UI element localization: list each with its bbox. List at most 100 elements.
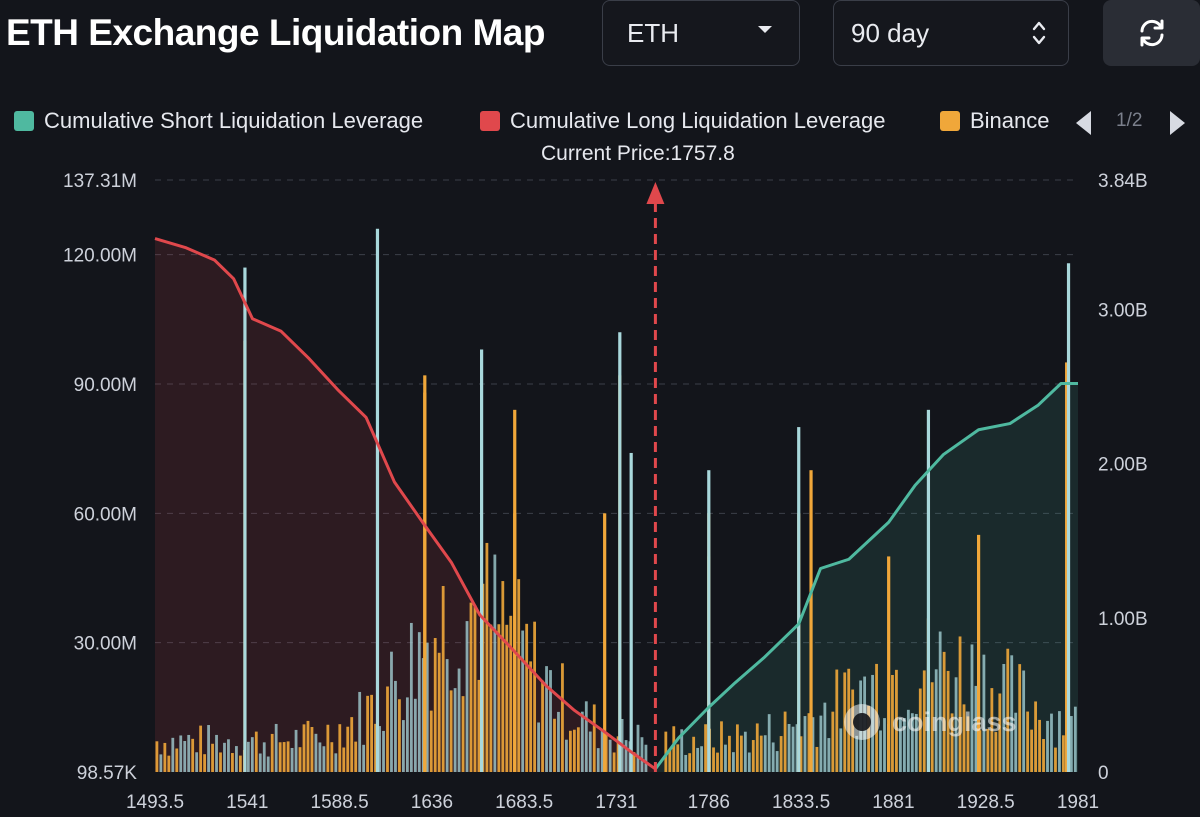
- liquidation-bar: [163, 742, 167, 772]
- liquidation-bar: [902, 718, 906, 772]
- liquidation-bar: [402, 720, 405, 772]
- liquidation-bar: [716, 752, 719, 772]
- liquidation-bar: [398, 699, 401, 772]
- peak-bar: [1066, 263, 1071, 772]
- liquidation-bar: [688, 753, 692, 772]
- right-axis-tick-label: 1.00B: [1098, 609, 1148, 630]
- liquidation-bar: [374, 723, 377, 772]
- liquidation-bar: [338, 724, 342, 772]
- liquidation-bar: [238, 755, 242, 772]
- liquidation-bar: [413, 698, 417, 772]
- x-axis-tick-label: 1928.5: [957, 792, 1015, 813]
- liquidation-bar: [171, 737, 175, 772]
- liquidation-bar: [1069, 716, 1073, 772]
- liquidation-bar: [278, 742, 282, 772]
- liquidation-bar: [759, 735, 763, 772]
- peak-bar: [707, 470, 711, 772]
- liquidation-bar: [457, 668, 461, 772]
- liquidation-bar: [982, 654, 986, 772]
- right-axis-tick-label: 3.00B: [1098, 301, 1148, 322]
- peak-bar: [618, 332, 622, 772]
- liquidation-bars: [155, 228, 1077, 772]
- binance-swatch: [940, 111, 960, 131]
- current-price-label: Current Price:1757.8: [541, 142, 735, 165]
- liquidation-bar: [676, 744, 680, 772]
- liquidation-bar: [290, 747, 294, 772]
- liquidation-bar: [342, 747, 346, 772]
- liquidation-bar: [211, 743, 214, 772]
- liquidation-bar: [437, 652, 441, 772]
- up-down-chevron-icon: [1032, 21, 1046, 45]
- liquidation-bar: [159, 754, 163, 772]
- liquidation-bar: [219, 752, 222, 772]
- liquidation-bar: [334, 753, 338, 772]
- liquidation-bar: [950, 713, 954, 772]
- legend-item-short[interactable]: Cumulative Short Liquidation Leverage: [14, 108, 423, 134]
- liquidation-bar: [461, 696, 465, 772]
- x-axis-tick-label: 1493.5: [126, 792, 184, 813]
- liquidation-bar: [895, 669, 898, 772]
- liquidation-bar: [580, 711, 584, 772]
- liquidation-bar: [938, 631, 942, 772]
- peak-bar: [797, 427, 801, 772]
- long-leverage-area: [155, 238, 656, 773]
- x-axis-tick-label: 1683.5: [495, 792, 553, 813]
- liquidation-bar: [485, 542, 489, 772]
- liquidation-bar: [696, 747, 700, 772]
- liquidation-bar: [1030, 729, 1034, 772]
- liquidation-bar: [712, 747, 715, 772]
- liquidation-bar: [1038, 719, 1041, 772]
- liquidation-bar: [930, 682, 934, 772]
- liquidation-bar: [1073, 706, 1077, 772]
- right-axis-tick-label: 2.00B: [1098, 455, 1148, 476]
- left-axis-tick-label: 120.00M: [63, 246, 137, 267]
- legend-prev-icon[interactable]: [1073, 108, 1093, 138]
- liquidation-bar: [326, 724, 330, 772]
- liquidation-bar: [1058, 711, 1061, 772]
- liquidation-bar: [839, 728, 843, 772]
- liquidation-bar: [565, 739, 568, 772]
- refresh-button[interactable]: [1103, 0, 1200, 66]
- coin-select[interactable]: ETH: [602, 0, 800, 66]
- legend-item-long[interactable]: Cumulative Long Liquidation Leverage: [480, 108, 885, 134]
- liquidation-bar: [942, 651, 946, 772]
- liquidation-bar: [1034, 701, 1037, 772]
- liquidation-bar: [879, 730, 882, 772]
- liquidation-bar: [835, 669, 839, 772]
- liquidation-bar: [596, 748, 600, 772]
- liquidation-bar: [640, 737, 644, 772]
- liquidation-bar: [775, 751, 779, 772]
- x-axis-tick-label: 1833.5: [772, 792, 830, 813]
- liquidation-bar: [739, 735, 743, 772]
- legend-item-binance[interactable]: Binance: [940, 108, 1050, 134]
- liquidation-bar: [167, 755, 171, 772]
- liquidation-bar: [473, 605, 477, 772]
- liquidation-bar: [819, 715, 823, 772]
- x-axis-tick-label: 1588.5: [311, 792, 369, 813]
- liquidation-bar: [270, 733, 274, 772]
- range-select[interactable]: 90 day: [833, 0, 1069, 66]
- liquidation-bar: [445, 659, 449, 772]
- x-axis-tick-label: 1881: [872, 792, 914, 813]
- liquidation-bar: [449, 690, 453, 772]
- liquidation-bar: [994, 732, 998, 772]
- liquidation-bar: [227, 739, 230, 772]
- liquidation-bar: [771, 742, 775, 772]
- watermark-text: coinglass: [892, 706, 1017, 737]
- liquidation-bar: [250, 737, 254, 772]
- liquidation-bar: [286, 741, 290, 772]
- liquidation-bar: [509, 615, 513, 772]
- peak-bar: [1065, 362, 1069, 772]
- liquidation-bar: [314, 733, 318, 772]
- liquidation-bar: [767, 714, 771, 772]
- liquidation-bar: [998, 693, 1002, 772]
- peak-bar: [603, 513, 607, 772]
- legend-next-icon[interactable]: [1168, 108, 1188, 138]
- liquidation-bar: [867, 705, 870, 772]
- x-axis-tick-label: 1786: [688, 792, 730, 813]
- axes: 137.31M 120.00M 90.00M 60.00M 30.00M 98.57K 3.…: [63, 171, 1148, 813]
- peak-bar: [887, 556, 891, 772]
- x-axis-tick-label: 1981: [1057, 792, 1099, 813]
- liquidation-bar: [378, 726, 381, 772]
- liquidation-bar: [831, 711, 835, 772]
